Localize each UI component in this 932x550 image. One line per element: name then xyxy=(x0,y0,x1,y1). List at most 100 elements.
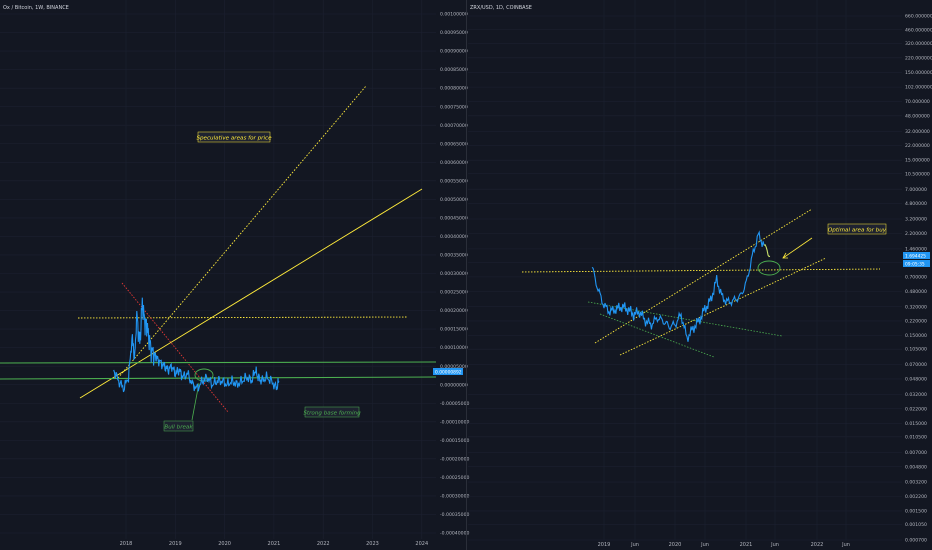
left-price-line xyxy=(113,297,280,393)
bull-break-annotation-text: Bull break xyxy=(164,425,193,431)
optimal-area-arrowhead xyxy=(782,252,788,259)
optimal-annotation-text: Optimal area for buy xyxy=(828,228,887,234)
speculative-annotation-box xyxy=(197,131,271,143)
right-y-tick-label: 0.007000 xyxy=(905,450,927,456)
right-y-tick-label: 0.010500 xyxy=(905,434,927,440)
left-y-tick-label: 0.00035000 xyxy=(440,253,468,259)
right-y-tick-label: 1.460000 xyxy=(905,246,927,252)
left-x-tick-label: 2019 xyxy=(169,541,182,547)
right-x-tick-label: 2021 xyxy=(740,542,753,548)
right-trendlines xyxy=(521,208,881,358)
left-y-tick-label: 0.00055000 xyxy=(440,178,468,184)
right-y-tick-label: 660.000000 xyxy=(905,14,932,20)
optimal-area-circle xyxy=(757,260,781,276)
right-y-tick-label: 0.480000 xyxy=(905,289,927,295)
right-y-tick-label: 0.220000 xyxy=(905,319,927,325)
left-y-tick-label: 0.00090000 xyxy=(440,49,468,55)
right-y-tick-label: 0.070000 xyxy=(905,362,927,368)
right-y-tick-label: 150.000000 xyxy=(905,70,932,76)
left-y-tick-label: -0.00005000 xyxy=(440,401,469,407)
right-price-tag-box xyxy=(903,252,930,259)
left-price-tag: 0.00000892 xyxy=(433,368,463,375)
left-y-tick-label: 0.00085000 xyxy=(440,67,468,73)
right-y-tick-label: 3.200000 xyxy=(905,217,927,223)
base-channel-top xyxy=(0,361,437,364)
left-price-tag-text: 0.00000892 xyxy=(435,369,462,375)
right-y-tick-label: 0.700000 xyxy=(905,274,927,280)
right-y-tick-label: 0.320000 xyxy=(905,304,927,310)
right-price-axis[interactable]: 660.000000 460.000000 320.000000 220.000000… xyxy=(905,14,932,544)
left-price-tag-box xyxy=(433,368,463,375)
speculative-annotation: Speculative areas for price xyxy=(196,131,272,143)
bull-break-annotation: Bull break xyxy=(163,420,194,432)
optimal-area-pointer xyxy=(782,237,813,259)
left-x-tick-label: 2021 xyxy=(268,541,281,547)
right-price-line xyxy=(591,230,765,342)
left-y-tick-label: -0.00020000 xyxy=(440,456,469,462)
left-y-tick-label: -0.00030000 xyxy=(440,494,469,500)
right-y-tick-label: 0.032000 xyxy=(905,392,927,398)
right-grid xyxy=(468,0,902,541)
right-y-tick-label: 0.004800 xyxy=(905,464,927,470)
right-chart-title: ZRX/USD, 1D, COINBASE xyxy=(470,5,532,11)
bull-break-annotation-box xyxy=(163,420,194,432)
left-chart-panel: Ox / Bitcoin, 1W, BINANCE Speculative ar… xyxy=(0,0,470,547)
left-y-tick-label: 0.00065000 xyxy=(440,141,468,147)
left-price-axis[interactable]: 0.00100000 0.00095000 0.00090000 0.00085000… xyxy=(440,12,469,537)
left-y-tick-label: 0.00080000 xyxy=(440,86,468,92)
right-time-tag-box xyxy=(903,260,930,267)
right-y-tick-label: 102.000000 xyxy=(905,85,932,91)
left-x-tick-label: 2018 xyxy=(120,541,133,547)
right-y-tick-label: 0.002200 xyxy=(905,494,927,500)
left-x-tick-label: 2024 xyxy=(415,541,428,547)
left-y-tick-label: 0.00015000 xyxy=(440,327,468,333)
left-grid xyxy=(0,0,436,539)
right-y-tick-label: 0.022000 xyxy=(905,406,927,412)
right-y-tick-label: 460.000000 xyxy=(905,27,932,33)
left-y-tick-label: 0.00000000 xyxy=(440,382,468,388)
base-channel-bottom xyxy=(0,376,437,380)
left-y-tick-label: 0.00060000 xyxy=(440,160,468,166)
right-y-tick-label: 0.105000 xyxy=(905,347,927,353)
right-price-tag: 1.694425 09:05:35 xyxy=(903,252,930,267)
left-y-tick-label: 0.00030000 xyxy=(440,271,468,277)
right-y-tick-label: 4.800000 xyxy=(905,201,927,207)
right-y-tick-label: 48.000000 xyxy=(905,113,930,119)
right-time-tag-text: 09:05:35 xyxy=(905,261,925,267)
right-x-tick-label: Jun xyxy=(630,542,639,548)
right-y-tick-label: 0.003200 xyxy=(905,480,927,486)
resistance-line xyxy=(77,316,409,319)
right-x-tick-label: Jun xyxy=(700,542,709,548)
left-y-tick-label: -0.00015000 xyxy=(440,438,469,444)
channel-lower-line xyxy=(619,257,827,356)
left-y-tick-label: 0.00050000 xyxy=(440,197,468,203)
left-time-axis[interactable]: 2018 2019 2020 2021 2022 2023 2024 xyxy=(120,541,429,547)
left-x-tick-label: 2022 xyxy=(317,541,330,547)
left-y-tick-label: -0.00025000 xyxy=(440,475,469,481)
left-trendlines xyxy=(0,85,437,421)
right-y-tick-label: 0.001500 xyxy=(905,509,927,515)
speculative-annotation-text: Speculative areas for price xyxy=(196,136,272,142)
left-y-tick-label: 0.00070000 xyxy=(440,123,468,129)
channel-upper-line xyxy=(594,208,813,344)
right-x-tick-label: Jun xyxy=(841,542,850,548)
left-y-tick-label: -0.00035000 xyxy=(440,512,469,518)
left-y-tick-label: 0.00025000 xyxy=(440,290,468,296)
right-projection-line xyxy=(763,244,771,258)
right-y-tick-label: 10.500000 xyxy=(905,171,930,177)
left-x-tick-label: 2020 xyxy=(218,541,231,547)
right-y-tick-label: 0.015000 xyxy=(905,421,927,427)
right-y-tick-label: 320.000000 xyxy=(905,41,932,47)
right-time-axis[interactable]: 2019 Jun 2020 Jun 2021 Jun 2022 Jun xyxy=(598,542,850,548)
left-y-tick-label: 0.00095000 xyxy=(440,30,468,36)
strong-base-annotation-text: Strong base forming xyxy=(303,411,361,417)
optimal-annotation: Optimal area for buy xyxy=(827,223,887,235)
right-x-tick-label: 2022 xyxy=(811,542,824,548)
right-y-tick-label: 0.001050 xyxy=(905,522,927,528)
left-x-tick-label: 2023 xyxy=(366,541,379,547)
right-y-tick-label: 2.200000 xyxy=(905,231,927,237)
right-y-tick-label: 22.000000 xyxy=(905,143,930,149)
left-y-tick-label: 0.00040000 xyxy=(440,234,468,240)
strong-base-annotation-box xyxy=(304,406,360,418)
